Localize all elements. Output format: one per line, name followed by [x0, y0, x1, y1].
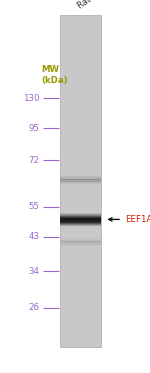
Text: 72: 72 — [29, 156, 40, 165]
Bar — [60, 222, 101, 223]
Bar — [60, 215, 101, 216]
Bar — [60, 221, 101, 222]
Bar — [60, 218, 101, 219]
Bar — [60, 217, 101, 218]
Bar — [60, 221, 101, 222]
Text: EEF1A2: EEF1A2 — [125, 215, 150, 224]
Text: 130: 130 — [23, 94, 40, 103]
Bar — [60, 213, 101, 214]
Text: Rat brain: Rat brain — [76, 0, 113, 11]
Text: 55: 55 — [29, 202, 40, 211]
Bar — [60, 215, 101, 216]
Bar — [60, 15, 101, 347]
Bar — [60, 220, 101, 221]
Bar — [60, 218, 101, 219]
Bar — [60, 214, 101, 215]
Bar — [60, 223, 101, 224]
Bar — [60, 225, 101, 226]
Bar — [60, 216, 101, 217]
Bar — [60, 219, 101, 220]
Text: 43: 43 — [29, 232, 40, 241]
Text: 95: 95 — [29, 123, 40, 132]
Bar — [60, 214, 101, 215]
Bar — [60, 225, 101, 226]
Text: MW
(kDa): MW (kDa) — [41, 65, 68, 85]
Bar — [60, 224, 101, 225]
Bar — [60, 217, 101, 218]
Text: 26: 26 — [29, 303, 40, 312]
Text: 34: 34 — [29, 267, 40, 276]
Bar — [60, 222, 101, 223]
